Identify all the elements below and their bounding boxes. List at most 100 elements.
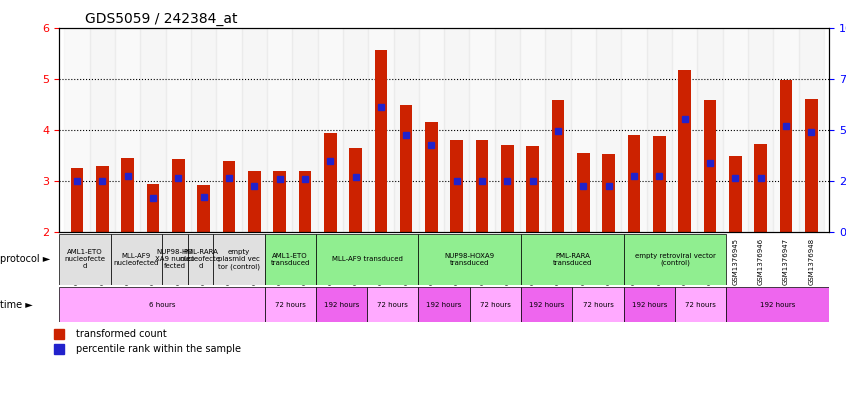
Bar (672, 28, 697, 232)
Bar (748, 28, 773, 232)
Bar (197, 185, 210, 232)
FancyBboxPatch shape (367, 287, 419, 322)
Text: MLL-AF9 transduced: MLL-AF9 transduced (332, 256, 403, 263)
Text: PML-RARA
transduced: PML-RARA transduced (552, 253, 592, 266)
Bar (678, 70, 691, 232)
Bar (222, 162, 235, 232)
Text: percentile rank within the sample: percentile rank within the sample (76, 344, 241, 354)
FancyBboxPatch shape (188, 234, 213, 285)
Text: protocol ►: protocol ► (0, 254, 50, 264)
FancyBboxPatch shape (162, 234, 188, 285)
Bar (217, 28, 242, 232)
Bar (343, 28, 368, 232)
Bar (166, 28, 191, 232)
Bar (273, 171, 286, 232)
Bar (602, 154, 615, 232)
Bar (419, 28, 444, 232)
Text: 192 hours: 192 hours (324, 301, 360, 308)
Bar (628, 135, 640, 232)
Bar (704, 100, 717, 232)
Bar (292, 28, 317, 232)
FancyBboxPatch shape (727, 287, 829, 322)
Bar (755, 144, 767, 232)
Bar (444, 28, 470, 232)
Bar (577, 153, 590, 232)
Bar (393, 28, 419, 232)
FancyBboxPatch shape (419, 287, 470, 322)
Text: NUP98-HO
XA9 nucleo
fected: NUP98-HO XA9 nucleo fected (155, 250, 195, 269)
Bar (146, 184, 159, 232)
Text: 6 hours: 6 hours (149, 301, 175, 308)
Text: 72 hours: 72 hours (685, 301, 717, 308)
Bar (426, 122, 438, 232)
Bar (470, 28, 495, 232)
Bar (324, 133, 337, 232)
Bar (780, 80, 793, 232)
FancyBboxPatch shape (316, 287, 367, 322)
Text: 192 hours: 192 hours (632, 301, 667, 308)
FancyBboxPatch shape (265, 234, 316, 285)
Text: 72 hours: 72 hours (583, 301, 613, 308)
Bar (653, 136, 666, 232)
Bar (546, 28, 571, 232)
Text: time ►: time ► (0, 299, 33, 310)
Text: AML1-ETO
transduced: AML1-ETO transduced (271, 253, 310, 266)
Bar (475, 140, 488, 232)
FancyBboxPatch shape (624, 287, 675, 322)
Bar (622, 28, 646, 232)
FancyBboxPatch shape (59, 234, 111, 285)
Bar (191, 28, 217, 232)
Text: empty
plasmid vec
tor (control): empty plasmid vec tor (control) (218, 249, 260, 270)
Text: 192 hours: 192 hours (529, 301, 564, 308)
Bar (375, 50, 387, 232)
FancyBboxPatch shape (573, 287, 624, 322)
Bar (400, 105, 413, 232)
Text: transformed count: transformed count (76, 329, 167, 339)
Text: 72 hours: 72 hours (275, 301, 305, 308)
FancyBboxPatch shape (470, 287, 521, 322)
Bar (805, 99, 818, 232)
Bar (596, 28, 622, 232)
Bar (729, 156, 742, 232)
Bar (70, 168, 83, 232)
FancyBboxPatch shape (521, 234, 624, 285)
Text: 72 hours: 72 hours (480, 301, 511, 308)
FancyBboxPatch shape (521, 287, 573, 322)
Text: empty retroviral vector
(control): empty retroviral vector (control) (634, 253, 716, 266)
Text: MLL-AF9
nucleofected: MLL-AF9 nucleofected (113, 253, 159, 266)
FancyBboxPatch shape (213, 234, 265, 285)
FancyBboxPatch shape (59, 287, 265, 322)
Bar (121, 158, 134, 232)
Bar (349, 148, 362, 232)
FancyBboxPatch shape (624, 234, 727, 285)
Bar (172, 159, 184, 232)
Text: 72 hours: 72 hours (377, 301, 409, 308)
Bar (317, 28, 343, 232)
Bar (520, 28, 546, 232)
FancyBboxPatch shape (419, 234, 521, 285)
Bar (571, 28, 596, 232)
FancyBboxPatch shape (675, 287, 727, 322)
Bar (266, 28, 292, 232)
Text: 192 hours: 192 hours (760, 301, 795, 308)
FancyBboxPatch shape (316, 234, 419, 285)
Bar (299, 171, 311, 232)
Bar (242, 28, 266, 232)
Bar (90, 28, 115, 232)
Bar (799, 28, 824, 232)
Bar (526, 146, 539, 232)
Bar (697, 28, 722, 232)
Bar (115, 28, 140, 232)
Text: PML-RARA
nucleofecte
d: PML-RARA nucleofecte d (180, 250, 221, 269)
Text: 192 hours: 192 hours (426, 301, 462, 308)
Bar (495, 28, 520, 232)
FancyBboxPatch shape (265, 287, 316, 322)
Bar (140, 28, 166, 232)
Bar (248, 171, 261, 232)
Bar (450, 140, 463, 232)
Bar (368, 28, 393, 232)
Bar (64, 28, 90, 232)
Text: NUP98-HOXA9
transduced: NUP98-HOXA9 transduced (445, 253, 495, 266)
Text: AML1-ETO
nucleofecte
d: AML1-ETO nucleofecte d (64, 250, 106, 269)
Bar (501, 145, 514, 232)
